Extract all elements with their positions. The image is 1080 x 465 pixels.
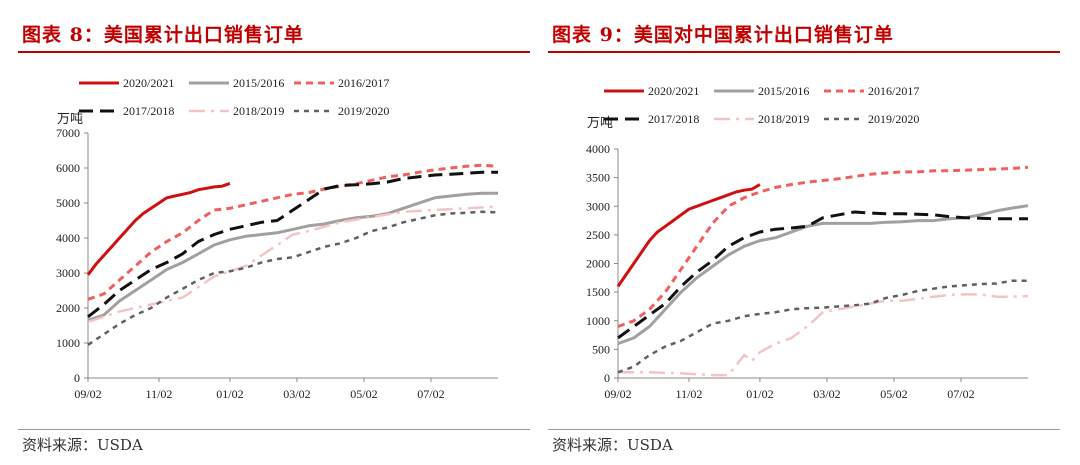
source-note-left: 资料来源：USDA [22, 436, 143, 454]
legend-entry: 2018/2019 [714, 112, 809, 126]
y-tick-label: 7000 [56, 126, 80, 140]
x-tick-label: 11/02 [676, 387, 703, 401]
x-tick-label: 05/02 [350, 387, 377, 401]
chart-title-right: 图表 9：美国对中国累计出口销售订单 [552, 24, 894, 46]
title-divider-right [548, 51, 1060, 53]
y-tick-label: 1500 [586, 285, 610, 299]
legend-entry: 2018/2019 [189, 104, 284, 118]
x-tick-label: 09/02 [604, 387, 631, 401]
y-tick-label: 3500 [586, 171, 610, 185]
title-divider-left [18, 51, 530, 53]
legend-label: 2019/2020 [868, 112, 919, 126]
series-line-2020-2021 [616, 183, 761, 288]
y-tick-label: 3000 [56, 266, 80, 280]
legend-label: 2015/2016 [233, 76, 284, 90]
legend-label: 2020/2021 [123, 76, 174, 90]
legend-label: 2016/2017 [338, 76, 389, 90]
x-tick-label: 03/02 [283, 387, 310, 401]
series-line-2016-2017 [87, 163, 499, 301]
series-line-2018-2019 [618, 293, 1029, 377]
y-tick-label: 2500 [586, 228, 610, 242]
y-tick-label: 1000 [56, 336, 80, 350]
series-line-2015-2016 [87, 191, 498, 322]
legend-entry: 2015/2016 [714, 84, 809, 98]
y-tick-label: 4000 [56, 231, 80, 245]
legend-entry: 2020/2021 [604, 84, 699, 98]
legend-entry: 2019/2020 [824, 112, 919, 126]
x-tick-label: 07/02 [947, 387, 974, 401]
legend-label: 2019/2020 [338, 104, 389, 118]
series-line-2017-2018 [617, 210, 1028, 340]
legend-label: 2015/2016 [758, 84, 809, 98]
legend-label: 2018/2019 [233, 104, 284, 118]
x-tick-label: 03/02 [813, 387, 840, 401]
series-line-2017-2018 [87, 170, 498, 318]
footer-divider-right [548, 429, 1060, 430]
x-tick-label: 01/02 [216, 387, 243, 401]
y-tick-label: 5000 [56, 196, 80, 210]
y-tick-label: 6000 [56, 161, 80, 175]
chart-panel-right: 图表 9：美国对中国累计出口销售订单 0 500 1000 1500 2000 2500 3… [548, 0, 1068, 465]
legend-label: 2017/2018 [648, 112, 699, 126]
chart-panel-left: 图表 8：美国累计出口销售订单 0 1000 2000 3000 4000 5000 600… [18, 0, 538, 465]
legend-entry: 2020/2021 [79, 76, 174, 90]
chart-right: 0 500 1000 1500 2000 2500 3000 3500 4000 万吨 09/02 1… [586, 84, 1029, 401]
x-tick-label: 07/02 [417, 387, 444, 401]
x-tick-label: 11/02 [146, 387, 173, 401]
footer-divider-left [18, 429, 530, 430]
chart-title-left: 图表 8：美国累计出口销售订单 [22, 24, 304, 46]
x-tick-label: 09/02 [74, 387, 101, 401]
legend-entry: 2019/2020 [294, 104, 389, 118]
legend-entry: 2016/2017 [294, 76, 389, 90]
legend-label: 2017/2018 [123, 104, 174, 118]
y-axis-unit-label: 万吨 [57, 111, 83, 126]
series-line-2016-2017 [617, 165, 1029, 328]
legend-label: 2018/2019 [758, 112, 809, 126]
y-tick-label: 2000 [586, 257, 610, 271]
series-line-2018-2019 [87, 205, 499, 324]
legend-entry: 2017/2018 [604, 112, 699, 126]
y-tick-label: 0 [604, 371, 610, 385]
x-tick-label: 05/02 [880, 387, 907, 401]
y-tick-label: 4000 [586, 142, 610, 156]
legend-entry: 2015/2016 [189, 76, 284, 90]
y-tick-label: 0 [74, 371, 80, 385]
y-tick-label: 2000 [56, 301, 80, 315]
legend-label: 2016/2017 [868, 84, 919, 98]
source-note-right: 资料来源：USDA [552, 436, 673, 454]
series-line-2015-2016 [617, 204, 1029, 346]
series-line-2020-2021 [86, 181, 231, 276]
y-tick-label: 3000 [586, 199, 610, 213]
legend-label: 2020/2021 [648, 84, 699, 98]
y-tick-label: 500 [592, 342, 610, 356]
y-tick-label: 1000 [586, 314, 610, 328]
legend-entry: 2016/2017 [824, 84, 919, 98]
x-tick-label: 01/02 [746, 387, 773, 401]
series-line-2019-2020 [87, 210, 499, 346]
legend-entry: 2017/2018 [79, 104, 174, 118]
y-axis-unit-label: 万吨 [587, 115, 613, 130]
